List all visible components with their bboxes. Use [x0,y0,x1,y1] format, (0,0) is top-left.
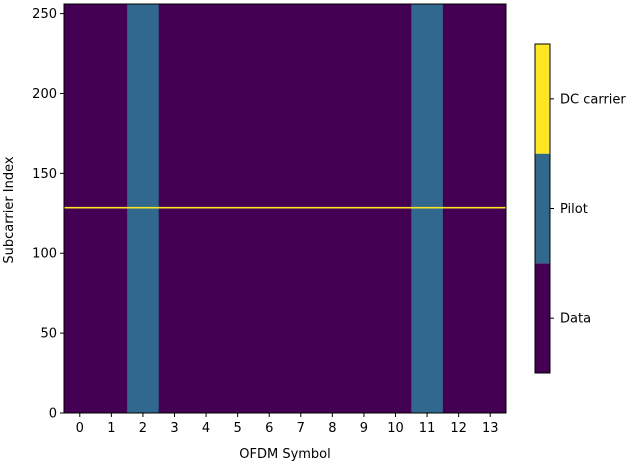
colorbar-label: Pilot [560,202,588,217]
x-tick-label: 8 [328,421,336,436]
x-tick-label: 1 [107,421,115,436]
colorbar-segment-data [535,263,550,373]
plot-area [64,4,506,413]
plot-frame [63,3,507,414]
x-tick-label: 6 [265,421,273,436]
colorbar-label: Data [560,312,591,327]
x-tick-label: 0 [76,421,84,436]
x-tick-label: 5 [234,421,242,436]
x-axis-label: OFDM Symbol [239,447,331,462]
x-tick-label: 2 [139,421,147,436]
colorbar-segment-dc-carrier [535,44,550,154]
colorbar-frame [534,43,551,374]
dc-carrier-row [64,206,506,209]
y-tick-label: 250 [32,7,57,22]
colorbar-label: DC carrier [560,92,626,107]
x-tick-label: 13 [482,421,499,436]
y-tick-label: 200 [32,87,57,102]
x-tick-label: 3 [170,421,178,436]
x-tick-label: 12 [450,421,467,436]
colorbar-segment-pilot [535,153,550,264]
x-tick-label: 7 [297,421,305,436]
x-tick-label: 4 [202,421,210,436]
y-tick-label: 0 [49,407,57,422]
x-tick-label: 9 [360,421,368,436]
colorbar: Data Pilot DC carrier [534,43,626,374]
y-tick-label: 50 [40,327,57,342]
y-tick-label: 150 [32,167,57,182]
y-tick-label: 100 [32,247,57,262]
x-tick-label: 11 [419,421,436,436]
x-tick-label: 10 [387,421,404,436]
y-axis-label: Subcarrier Index [2,156,17,263]
